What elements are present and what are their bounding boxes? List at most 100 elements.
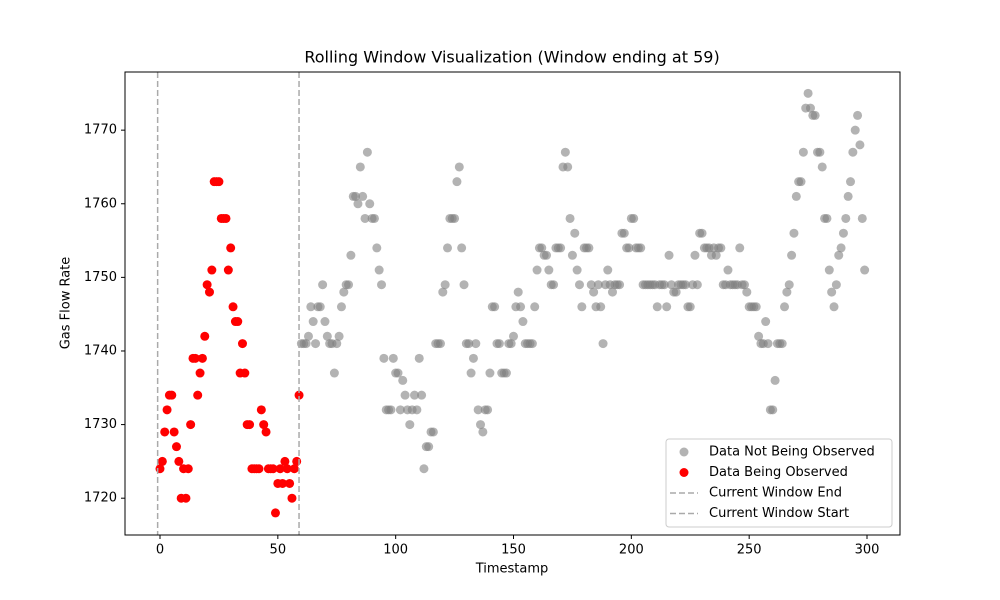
data-point: [827, 287, 837, 297]
data-point: [593, 280, 603, 290]
data-point: [379, 353, 389, 363]
data-point: [822, 213, 832, 223]
data-point: [739, 280, 749, 290]
data-point: [452, 177, 462, 187]
data-point: [777, 339, 787, 349]
data-point: [473, 405, 483, 415]
data-point: [763, 339, 773, 349]
legend-label: Data Being Observed: [709, 465, 848, 480]
data-point: [292, 456, 302, 466]
data-point: [838, 228, 848, 238]
data-point: [459, 280, 469, 290]
data-point: [516, 302, 526, 312]
data-point: [183, 464, 193, 474]
data-point: [780, 302, 790, 312]
data-point: [636, 243, 646, 253]
x-tick-label: 150: [501, 543, 526, 558]
data-point: [398, 375, 408, 385]
data-point: [509, 331, 519, 341]
data-point: [518, 317, 528, 327]
data-point: [245, 420, 255, 430]
data-point: [841, 213, 851, 223]
y-tick-label: 1730: [84, 417, 117, 432]
data-point: [372, 243, 382, 253]
data-point: [204, 287, 214, 297]
data-point: [226, 243, 236, 253]
data-point: [162, 405, 172, 415]
data-point: [810, 110, 820, 120]
data-point: [567, 250, 577, 260]
data-point: [214, 177, 224, 187]
data-point: [254, 464, 264, 474]
data-point: [843, 191, 853, 201]
data-point: [438, 287, 448, 297]
data-point: [527, 339, 537, 349]
y-tick-label: 1760: [84, 196, 117, 211]
data-point: [221, 213, 231, 223]
data-point: [395, 405, 405, 415]
data-point: [190, 353, 200, 363]
data-point: [169, 427, 179, 437]
data-point: [711, 250, 721, 260]
data-point: [855, 140, 865, 150]
data-point: [570, 228, 580, 238]
data-point: [270, 508, 280, 518]
data-point: [259, 420, 269, 430]
data-point: [586, 280, 596, 290]
data-point: [377, 280, 387, 290]
data-point: [275, 464, 285, 474]
data-point: [530, 302, 540, 312]
data-point: [443, 243, 453, 253]
data-point: [388, 353, 398, 363]
data-point: [450, 213, 460, 223]
data-point: [768, 405, 778, 415]
data-point: [476, 420, 486, 430]
data-point: [339, 287, 349, 297]
data-point: [336, 302, 346, 312]
data-point: [494, 339, 504, 349]
data-point: [289, 464, 299, 474]
data-point: [454, 162, 464, 172]
data-point: [419, 464, 429, 474]
data-point: [344, 280, 354, 290]
data-point: [351, 191, 361, 201]
data-point: [662, 302, 672, 312]
data-point: [362, 147, 372, 157]
data-point: [798, 147, 808, 157]
legend-marker: [679, 468, 689, 477]
data-point: [829, 302, 839, 312]
data-point: [589, 287, 599, 297]
legend-box: [665, 438, 893, 528]
data-point: [846, 177, 856, 187]
data-point: [652, 302, 662, 312]
data-point: [603, 265, 613, 275]
data-point: [681, 280, 691, 290]
data-point: [485, 368, 495, 378]
data-point: [457, 243, 467, 253]
data-point: [824, 265, 834, 275]
data-point: [619, 228, 629, 238]
data-point: [607, 287, 617, 297]
data-point: [596, 302, 606, 312]
data-point: [464, 339, 474, 349]
y-tick-label: 1750: [84, 270, 117, 285]
data-point: [466, 368, 476, 378]
data-point: [369, 213, 379, 223]
data-point: [537, 243, 547, 253]
data-point: [322, 331, 332, 341]
data-point: [315, 302, 325, 312]
y-tick-label: 1770: [84, 123, 117, 138]
data-point: [544, 265, 554, 275]
data-point: [541, 250, 551, 260]
data-point: [577, 302, 587, 312]
data-point: [791, 191, 801, 201]
data-point: [659, 280, 669, 290]
y-tick-label: 1740: [84, 343, 117, 358]
data-point: [417, 390, 427, 400]
data-point: [412, 405, 422, 415]
data-point: [754, 331, 764, 341]
data-point: [501, 368, 511, 378]
data-point: [393, 368, 403, 378]
data-point: [513, 287, 523, 297]
data-point: [848, 147, 858, 157]
